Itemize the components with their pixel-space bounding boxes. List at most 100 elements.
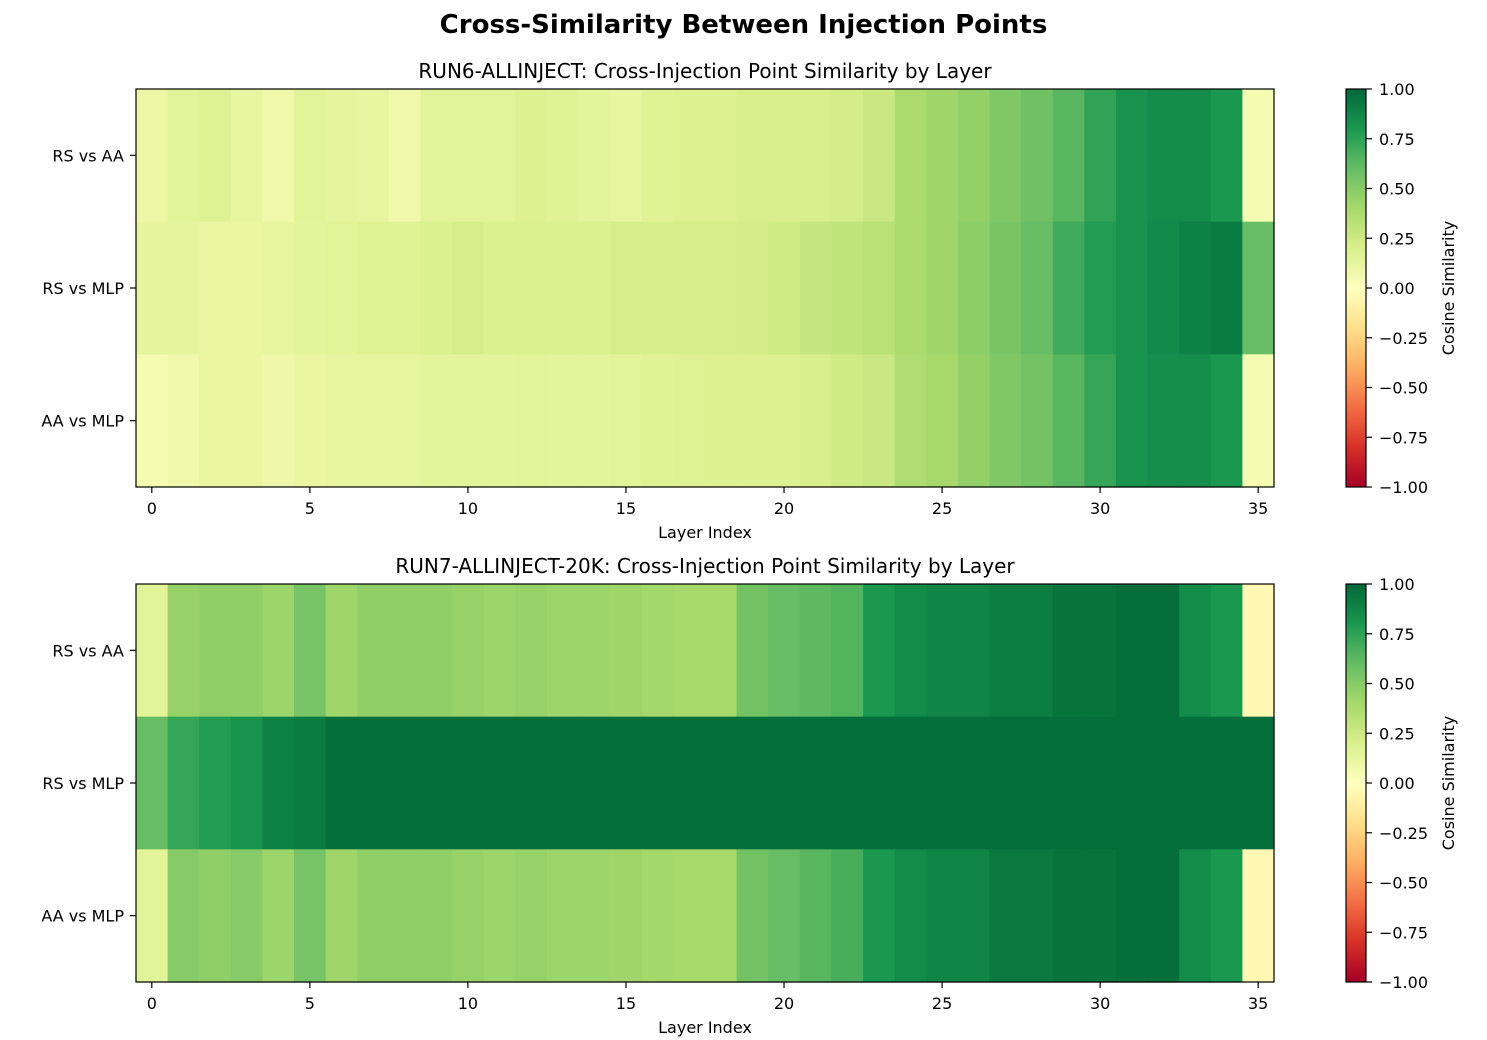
- heatmap-cell: [641, 849, 674, 983]
- heatmap-cell: [1021, 221, 1054, 355]
- heatmap-cell: [1052, 584, 1085, 718]
- heatmap-cell: [799, 89, 833, 223]
- heatmap-cell: [641, 221, 674, 355]
- heatmap-cell: [989, 89, 1022, 223]
- heatmap-cell: [167, 221, 200, 355]
- heatmap-cell: [357, 716, 390, 850]
- y-tick-label: RS vs AA: [52, 641, 124, 660]
- heatmap-cell: [926, 221, 959, 355]
- heatmap-cell: [1115, 849, 1149, 983]
- heatmap-cell: [1242, 849, 1275, 983]
- heatmap-cell: [610, 716, 643, 850]
- x-tick-label: 30: [1090, 994, 1110, 1013]
- heatmap-cell: [610, 849, 643, 983]
- heatmap-cell: [325, 584, 358, 718]
- heatmap-cell: [831, 221, 864, 355]
- heatmap-cell: [799, 849, 833, 983]
- heatmap-cell: [1242, 354, 1275, 488]
- heatmap-cell: [136, 354, 169, 488]
- x-tick-label: 10: [458, 994, 478, 1013]
- heatmap-cell: [136, 584, 169, 718]
- heatmap-cell: [673, 849, 706, 983]
- heatmap-cell: [768, 584, 801, 718]
- heatmap-cell: [673, 221, 706, 355]
- heatmap-cell: [388, 849, 422, 983]
- heatmap-cell: [230, 849, 264, 983]
- heatmap-cell: [230, 716, 264, 850]
- heatmap-cell: [1115, 716, 1149, 850]
- heatmap-cell: [1147, 584, 1180, 718]
- heatmap-panel-1: RUN6-ALLINJECT: Cross-Injection Point Si…: [41, 59, 1458, 542]
- colorbar-label: Cosine Similarity: [1439, 716, 1458, 850]
- heatmap-cell: [483, 849, 516, 983]
- heatmap-cell: [736, 89, 769, 223]
- heatmap-cell: [136, 849, 169, 983]
- heatmap-cell: [167, 89, 200, 223]
- heatmap-cell: [736, 354, 769, 488]
- heatmap-cell: [894, 221, 927, 355]
- heatmap-cell: [420, 354, 453, 488]
- heatmap-cell: [894, 849, 927, 983]
- heatmap-cells: [136, 89, 1275, 488]
- colorbar-tick-label: −0.75: [1379, 923, 1428, 942]
- heatmap-cell: [546, 89, 580, 223]
- heatmap-cell: [989, 716, 1022, 850]
- colorbar: 1.00 0.75 0.50 0.25 0.00 −0.25 −0.50 −0.75 −1.00…: [1345, 80, 1458, 497]
- x-tick-label: 30: [1090, 499, 1110, 518]
- x-tick-label: 5: [305, 499, 315, 518]
- heatmap-cell: [546, 354, 580, 488]
- heatmap-cell: [989, 849, 1022, 983]
- colorbar-tick-label: 0.00: [1379, 774, 1415, 793]
- heatmap-cell: [136, 89, 169, 223]
- heatmap-cell: [1210, 354, 1243, 488]
- heatmap-cell: [705, 584, 738, 718]
- heatmap-cell: [230, 584, 264, 718]
- heatmap-cell: [230, 89, 264, 223]
- x-tick-label: 5: [305, 994, 315, 1013]
- heatmap-cell: [1021, 354, 1054, 488]
- heatmap-cell: [578, 221, 611, 355]
- x-tick-label: 15: [616, 994, 636, 1013]
- heatmap-cell: [989, 221, 1022, 355]
- heatmap-cell: [1052, 716, 1085, 850]
- x-axis-label: Layer Index: [658, 523, 752, 542]
- heatmap-cell: [1021, 89, 1054, 223]
- heatmap-cell: [483, 354, 516, 488]
- heatmap-cell: [831, 849, 864, 983]
- x-tick-label: 35: [1248, 994, 1268, 1013]
- heatmap-cell: [294, 716, 327, 850]
- heatmap-cell: [705, 221, 738, 355]
- colorbar-tick-label: −0.25: [1379, 824, 1428, 843]
- heatmap-cell: [736, 849, 769, 983]
- x-tick-label: 0: [147, 994, 157, 1013]
- heatmap-cell: [546, 221, 580, 355]
- x-tick-label: 20: [774, 499, 794, 518]
- heatmap-cell: [515, 584, 548, 718]
- heatmap-cell: [420, 584, 453, 718]
- heatmap-cell: [1021, 716, 1054, 850]
- heatmap-cell: [957, 221, 991, 355]
- heatmap-cell: [452, 584, 485, 718]
- heatmap-cell: [1147, 89, 1180, 223]
- heatmap-cell: [357, 221, 390, 355]
- colorbar-tick-label: 0.25: [1379, 724, 1415, 743]
- heatmap-cell: [736, 584, 769, 718]
- heatmap-cell: [262, 221, 295, 355]
- x-tick-label: 25: [932, 499, 952, 518]
- heatmap-cell: [388, 716, 422, 850]
- heatmap-cell: [1242, 584, 1275, 718]
- heatmap-cell: [578, 849, 611, 983]
- heatmap-cell: [831, 716, 864, 850]
- heatmap-cell: [957, 354, 991, 488]
- heatmap-cell: [926, 354, 959, 488]
- heatmap-cell: [799, 354, 833, 488]
- heatmap-cell: [262, 849, 295, 983]
- heatmap-cell: [167, 354, 200, 488]
- heatmap-cell: [167, 849, 200, 983]
- heatmap-cell: [1179, 354, 1212, 488]
- heatmap-cell: [1242, 221, 1275, 355]
- heatmap-cell: [863, 354, 896, 488]
- heatmap-cell: [894, 716, 927, 850]
- heatmap-cell: [863, 221, 896, 355]
- figure-title: Cross-Similarity Between Injection Point…: [439, 10, 1048, 40]
